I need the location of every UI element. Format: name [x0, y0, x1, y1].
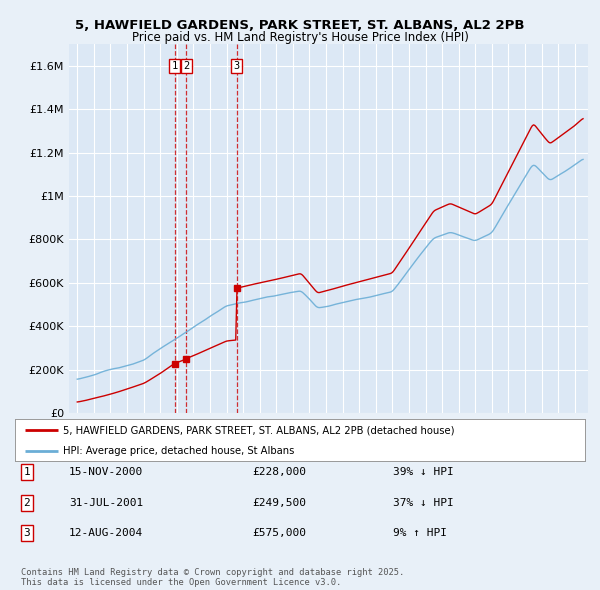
Text: 3: 3 — [233, 61, 240, 71]
Text: 1: 1 — [23, 467, 31, 477]
Text: Contains HM Land Registry data © Crown copyright and database right 2025.
This d: Contains HM Land Registry data © Crown c… — [21, 568, 404, 587]
Text: 12-AUG-2004: 12-AUG-2004 — [69, 529, 143, 538]
Text: 3: 3 — [23, 529, 31, 538]
Text: 2: 2 — [183, 61, 190, 71]
Text: £575,000: £575,000 — [252, 529, 306, 538]
Text: 15-NOV-2000: 15-NOV-2000 — [69, 467, 143, 477]
Text: 1: 1 — [172, 61, 178, 71]
Text: 9% ↑ HPI: 9% ↑ HPI — [393, 529, 447, 538]
Text: Price paid vs. HM Land Registry's House Price Index (HPI): Price paid vs. HM Land Registry's House … — [131, 31, 469, 44]
Text: 37% ↓ HPI: 37% ↓ HPI — [393, 498, 454, 507]
Text: 2: 2 — [23, 498, 31, 507]
Text: HPI: Average price, detached house, St Albans: HPI: Average price, detached house, St A… — [64, 446, 295, 455]
Text: 31-JUL-2001: 31-JUL-2001 — [69, 498, 143, 507]
Text: 39% ↓ HPI: 39% ↓ HPI — [393, 467, 454, 477]
Text: £228,000: £228,000 — [252, 467, 306, 477]
Text: 5, HAWFIELD GARDENS, PARK STREET, ST. ALBANS, AL2 2PB: 5, HAWFIELD GARDENS, PARK STREET, ST. AL… — [75, 19, 525, 32]
Text: 5, HAWFIELD GARDENS, PARK STREET, ST. ALBANS, AL2 2PB (detached house): 5, HAWFIELD GARDENS, PARK STREET, ST. AL… — [64, 425, 455, 435]
Text: £249,500: £249,500 — [252, 498, 306, 507]
